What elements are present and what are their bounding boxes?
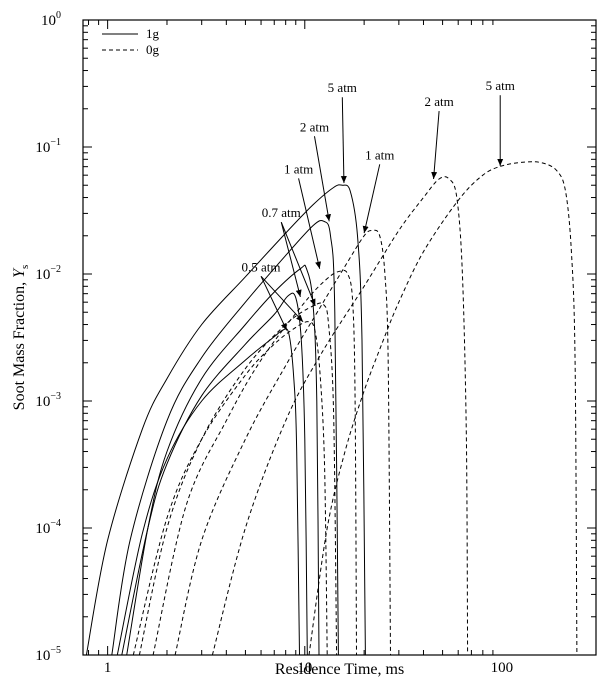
annotation-arrow	[340, 97, 347, 184]
annotation-label: 2 atm	[424, 94, 453, 109]
series-1g-0p7-atm	[121, 292, 308, 656]
y-tick-label: 10−4	[35, 518, 61, 537]
annotation-arrow	[298, 178, 322, 269]
annotation-label: 5 atm	[328, 80, 357, 95]
y-tick-label: 10−1	[35, 137, 61, 156]
series-0g-0p5-atm	[132, 321, 328, 656]
legend-label-1g: 1g	[146, 26, 160, 41]
series-0g-5-atm	[211, 176, 469, 656]
x-axis-title: Residence Time, ms	[275, 661, 404, 678]
annotation-arrow	[431, 111, 440, 180]
annotation-arrow	[260, 276, 288, 331]
x-tick-label: 100	[491, 660, 514, 676]
series-0g-2-atm	[174, 229, 391, 656]
series-0g-1-atm	[152, 269, 357, 656]
legend: 1g 0g	[102, 26, 160, 57]
annotation-label: 5 atm	[486, 78, 515, 93]
annotation-arrow	[280, 222, 302, 298]
y-tick-label: 10−5	[35, 645, 61, 664]
x-tick-label: 10	[297, 660, 312, 676]
plot-frame	[82, 19, 597, 656]
annotation-label: 1 atm	[365, 147, 394, 162]
y-axis-title-text: Soot Mass Fraction,	[11, 278, 28, 410]
annotation-arrow	[313, 136, 331, 222]
y-tick-label: 10−2	[35, 264, 61, 283]
y-tick-label: 100	[41, 10, 61, 29]
series-1g-1-atm	[126, 264, 320, 656]
annotation-label: 1 atm	[284, 161, 313, 176]
series-0g-0p7-atm	[138, 302, 338, 656]
annotation-label: 0.5 atm	[242, 259, 281, 274]
series-1g-0p5-atm	[116, 328, 300, 656]
y-axis-title-subscript: s	[19, 265, 31, 269]
annotation-arrow	[280, 222, 316, 307]
annotation-label: 0.7 atm	[262, 205, 301, 220]
x-tick-label: 1	[104, 660, 112, 676]
y-tick-label: 10−3	[35, 391, 61, 410]
y-axis-title: Soot Mass Fraction, Ys	[11, 265, 31, 411]
legend-label-0g: 0g	[146, 42, 160, 57]
annotation-arrow	[260, 275, 304, 323]
series-1g-2-atm	[111, 219, 339, 656]
y-axis-title-symbol: Y	[11, 267, 28, 278]
series-0g-10-atm	[308, 161, 578, 656]
annotation-label: 2 atm	[300, 119, 329, 134]
series-1g-5-atm	[85, 184, 366, 656]
annotation-arrow	[362, 164, 381, 234]
